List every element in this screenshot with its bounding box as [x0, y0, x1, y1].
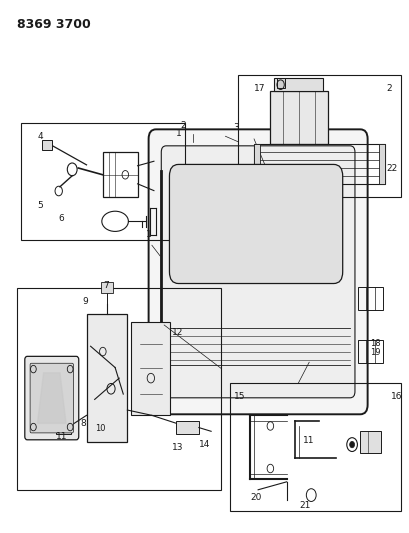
Text: 2: 2 — [386, 84, 391, 93]
Text: 13: 13 — [172, 443, 183, 452]
Text: 19: 19 — [370, 348, 380, 357]
Bar — [101, 282, 113, 293]
Bar — [56, 422, 71, 434]
Bar — [360, 431, 380, 453]
Bar — [270, 91, 327, 144]
FancyBboxPatch shape — [25, 357, 79, 440]
Text: 21: 21 — [298, 501, 310, 510]
Text: 20: 20 — [249, 493, 261, 502]
Text: 4: 4 — [37, 132, 43, 141]
Bar — [21, 123, 184, 240]
Text: 8369 3700: 8369 3700 — [17, 18, 90, 31]
Bar — [276, 78, 284, 88]
Text: 6: 6 — [58, 214, 63, 223]
Polygon shape — [37, 373, 66, 423]
FancyBboxPatch shape — [169, 165, 342, 284]
Bar — [86, 314, 127, 442]
Bar — [17, 288, 221, 490]
Bar — [378, 144, 384, 184]
Bar — [357, 287, 382, 310]
Text: 16: 16 — [390, 392, 402, 401]
Bar — [237, 75, 400, 197]
Text: 17: 17 — [254, 84, 265, 93]
Text: 10: 10 — [94, 424, 105, 433]
Text: 2: 2 — [180, 121, 186, 130]
Text: 1: 1 — [176, 129, 182, 138]
Text: 3: 3 — [233, 123, 239, 132]
Text: 7: 7 — [103, 280, 108, 289]
Text: 18: 18 — [370, 339, 380, 348]
Text: 12: 12 — [172, 328, 183, 337]
Text: 8: 8 — [80, 419, 86, 428]
Text: 5: 5 — [37, 201, 43, 210]
Bar — [131, 322, 170, 415]
FancyBboxPatch shape — [148, 130, 367, 414]
Text: 9: 9 — [82, 296, 88, 305]
Bar — [357, 340, 382, 364]
Bar — [176, 421, 198, 434]
Bar — [274, 78, 323, 91]
Text: 15: 15 — [233, 392, 245, 401]
Text: 11: 11 — [302, 437, 314, 446]
Text: 1: 1 — [145, 230, 151, 239]
Bar — [103, 152, 137, 197]
Bar — [254, 144, 384, 184]
Bar — [41, 140, 52, 150]
Bar — [254, 144, 260, 184]
Circle shape — [349, 441, 354, 448]
Text: 22: 22 — [386, 164, 397, 173]
Text: 14: 14 — [198, 440, 210, 449]
Text: 11: 11 — [56, 432, 67, 441]
Bar — [229, 383, 400, 511]
FancyBboxPatch shape — [161, 146, 354, 398]
FancyBboxPatch shape — [30, 364, 73, 433]
